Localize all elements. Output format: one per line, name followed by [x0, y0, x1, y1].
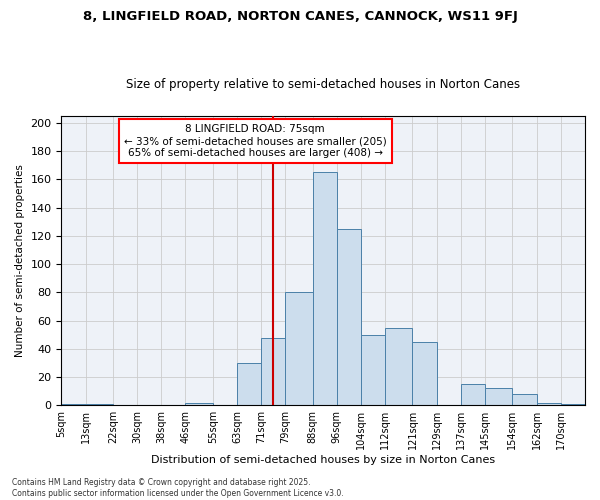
- Bar: [461, 384, 485, 406]
- Bar: [385, 328, 412, 406]
- Bar: [361, 334, 385, 406]
- Text: 8 LINGFIELD ROAD: 75sqm
← 33% of semi-detached houses are smaller (205)
65% of s: 8 LINGFIELD ROAD: 75sqm ← 33% of semi-de…: [124, 124, 386, 158]
- Bar: [237, 363, 261, 406]
- Bar: [61, 404, 86, 406]
- Bar: [313, 172, 337, 406]
- Bar: [512, 394, 536, 406]
- Bar: [86, 404, 113, 406]
- Bar: [185, 402, 213, 406]
- Text: Contains HM Land Registry data © Crown copyright and database right 2025.
Contai: Contains HM Land Registry data © Crown c…: [12, 478, 344, 498]
- Y-axis label: Number of semi-detached properties: Number of semi-detached properties: [15, 164, 25, 357]
- Bar: [536, 402, 561, 406]
- Bar: [286, 292, 313, 406]
- Title: Size of property relative to semi-detached houses in Norton Canes: Size of property relative to semi-detach…: [126, 78, 520, 91]
- Bar: [412, 342, 437, 406]
- Bar: [261, 338, 286, 406]
- Bar: [337, 229, 361, 406]
- Text: 8, LINGFIELD ROAD, NORTON CANES, CANNOCK, WS11 9FJ: 8, LINGFIELD ROAD, NORTON CANES, CANNOCK…: [83, 10, 517, 23]
- X-axis label: Distribution of semi-detached houses by size in Norton Canes: Distribution of semi-detached houses by …: [151, 455, 495, 465]
- Bar: [561, 404, 585, 406]
- Bar: [485, 388, 512, 406]
